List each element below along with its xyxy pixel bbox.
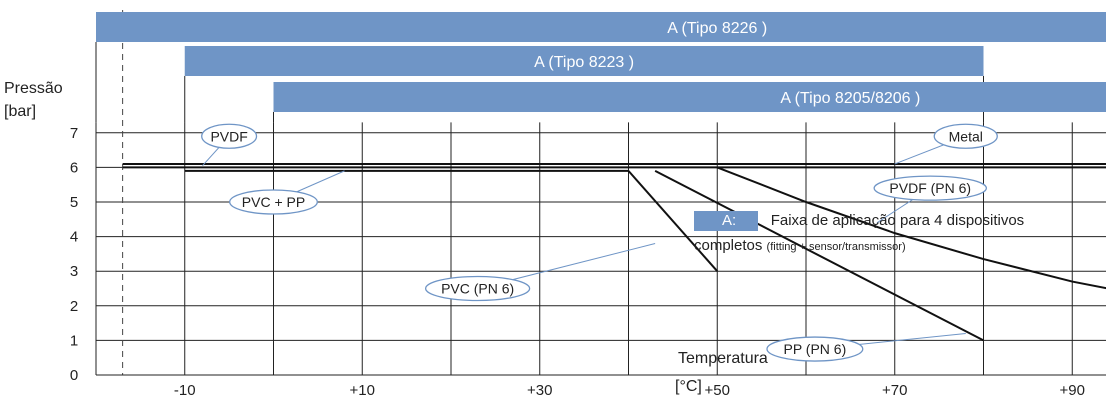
legend-text-1: Faixa de aplicação para 4 dispositivos	[770, 212, 1025, 229]
range-bar	[184, 46, 984, 76]
x-tick-label: +70	[882, 382, 907, 399]
x-tick-label: -10	[174, 382, 196, 399]
y-tick-label: 1	[70, 332, 78, 349]
annotation-ellipse	[873, 175, 988, 201]
series-line-pp-pn-6-	[654, 169, 984, 342]
x-tick-label: +10	[350, 382, 375, 399]
annotation-label: PVC + PP	[242, 194, 305, 210]
annotation-ellipse	[424, 275, 531, 302]
annotation-ellipse	[229, 189, 318, 215]
y-tick-label: 4	[70, 229, 78, 246]
legend-text-2: completos	[694, 237, 763, 254]
range-bar	[273, 82, 1106, 112]
range-bar-label: A (Tipo 8223 )	[534, 54, 634, 71]
x-axis-label: [°C]	[675, 378, 702, 395]
series-line-pvdf-pn-6-	[716, 166, 1106, 290]
annotation-ellipse	[933, 123, 998, 149]
legend-line-1: A: Faixa de aplicação para 4 dispositivo…	[694, 206, 1104, 236]
range-bars: A (Tipo 8226 ) A (Tipo 8223 ) A (Tipo 8205…	[95, 12, 1106, 123]
annotation-label: Metal	[949, 128, 983, 144]
x-axis-label: Temperatura	[678, 350, 768, 367]
range-bar-label: A (Tipo 8226 )	[667, 20, 767, 37]
y-tick-label: 2	[70, 298, 78, 315]
series-line-pvc-pn-6-	[627, 170, 718, 272]
annotation-ellipse	[766, 336, 864, 362]
axes: 01234567-10+10+30+50+70+90+110+130Pressã…	[4, 80, 1106, 399]
y-tick-label: 0	[70, 367, 78, 384]
x-tick-label: +30	[527, 382, 552, 399]
legend-swatch: A:	[694, 211, 759, 231]
legend-line-2: completos (fitting + sensor/transmissor)	[694, 236, 1104, 257]
x-tick-label: +90	[1060, 382, 1085, 399]
y-tick-label: 5	[70, 194, 78, 211]
range-bar-label: A (Tipo 8205/8206 )	[780, 90, 920, 107]
y-axis-label: Pressão	[4, 80, 63, 97]
y-tick-label: 3	[70, 263, 78, 280]
y-tick-label: 6	[70, 159, 78, 176]
range-bar	[96, 12, 1106, 42]
series-lines	[122, 162, 1106, 342]
annotation-label: PVDF	[210, 128, 247, 144]
annotation-label: PVDF (PN 6)	[889, 180, 971, 196]
annotation-label: PP (PN 6)	[783, 341, 846, 357]
annotation-label: PVC (PN 6)	[441, 281, 514, 297]
annotations: PVDF Metal PVC + PP PVDF (PN 6) PVC (PN 6) PP…	[201, 123, 998, 362]
y-tick-label: 7	[70, 125, 78, 142]
y-axis-label: [bar]	[4, 103, 36, 120]
x-tick-label: +50	[705, 382, 730, 399]
annotation-ellipse	[201, 123, 258, 149]
legend-text-2-small: (fitting + sensor/transmissor)	[766, 241, 906, 253]
legend: A: Faixa de aplicação para 4 dispositivo…	[694, 206, 1104, 257]
